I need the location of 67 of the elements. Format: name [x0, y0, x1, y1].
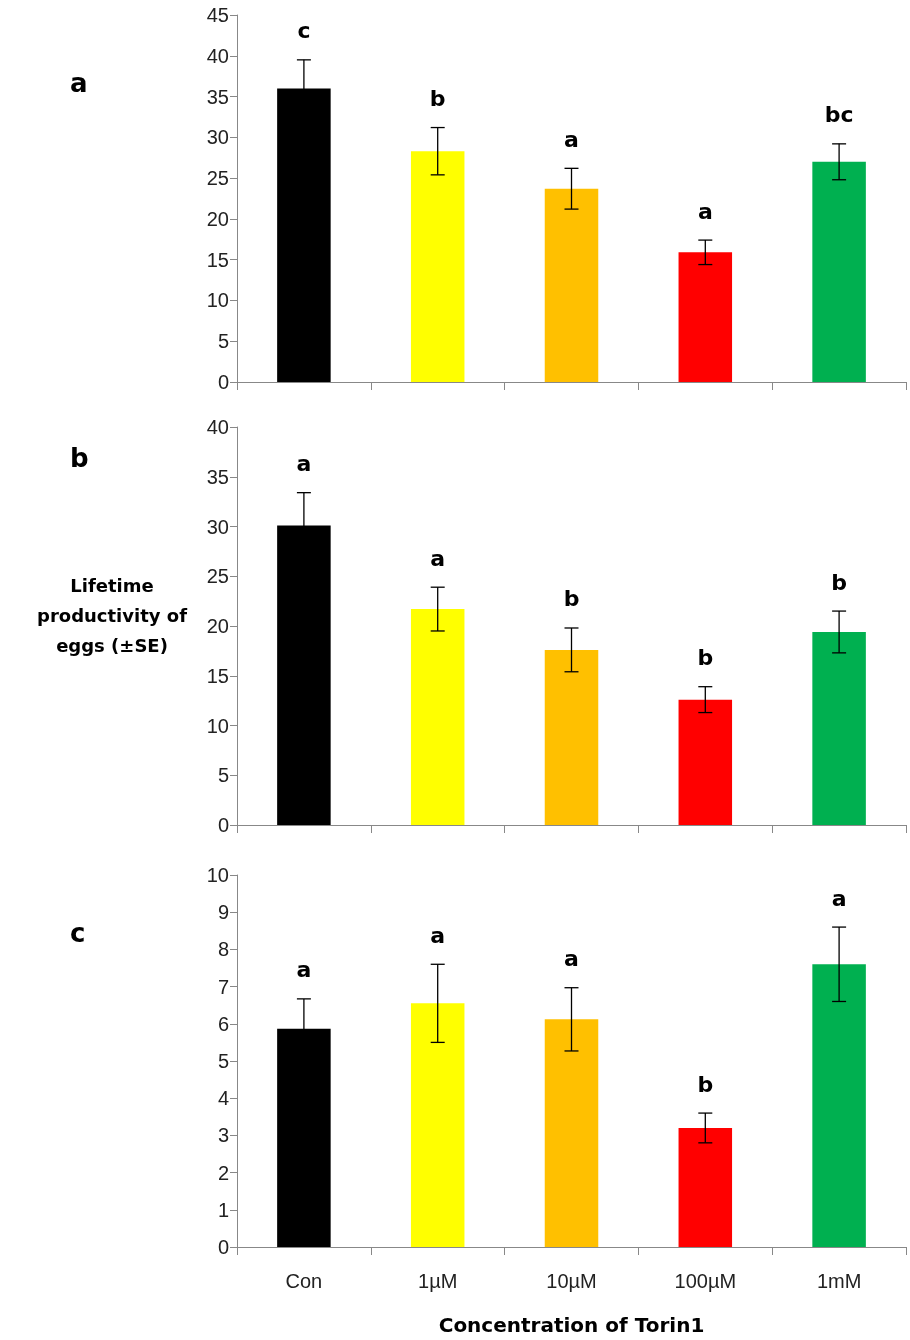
text: c — [70, 918, 86, 948]
annotation: a — [430, 922, 446, 948]
y-tick-label: 5 — [217, 764, 229, 787]
bar — [544, 188, 599, 382]
y-tick-label: 9 — [217, 901, 229, 924]
y-tick-label: 1 — [217, 1198, 229, 1221]
annotation: a — [296, 451, 312, 477]
bar — [812, 161, 866, 382]
bar — [544, 649, 599, 825]
annotation: a — [430, 545, 446, 571]
y-tick-label: 25 — [206, 565, 229, 588]
x-tick-label: Con — [285, 1270, 323, 1292]
y-tick-label: 5 — [217, 330, 229, 353]
y-tick-label: 35 — [206, 465, 229, 488]
annotation: b — [697, 645, 714, 671]
y-tick-label: 5 — [217, 1050, 229, 1072]
bar — [544, 1019, 599, 1247]
y-tick-label: 25 — [206, 167, 229, 190]
bar — [812, 964, 866, 1247]
y-tick-label: 15 — [206, 248, 229, 271]
y-tick-label: 2 — [217, 1161, 229, 1184]
y-tick-label: 4 — [217, 1087, 229, 1110]
annotation: a — [564, 946, 579, 972]
y-tick-label: 30 — [206, 515, 229, 538]
y-tick-label: 20 — [206, 615, 229, 637]
text: a — [70, 68, 88, 98]
annotation: b — [429, 86, 446, 112]
y-tick-label: 40 — [206, 44, 229, 67]
bar — [410, 151, 465, 382]
x-tick-label: 1mM — [816, 1270, 862, 1292]
text: b — [70, 443, 89, 473]
y-tick-label: 0 — [217, 814, 229, 836]
bar — [678, 252, 733, 382]
y-tick-label: 8 — [217, 938, 229, 961]
annotation: b — [563, 586, 580, 612]
y-tick-label: 10 — [206, 714, 229, 737]
bar — [678, 1127, 733, 1247]
annotation: b — [831, 569, 847, 595]
annotation: b — [697, 1071, 714, 1097]
y-tick-label: 45 — [206, 4, 229, 26]
y-tick-label: 30 — [206, 126, 229, 149]
bar — [410, 1003, 465, 1247]
annotation: bc — [824, 102, 854, 128]
x-axis-title: Concentration of Torin1 — [438, 1313, 705, 1337]
bar — [410, 609, 465, 825]
x-tick-label: 1µM — [418, 1270, 458, 1292]
y-tick-label: 35 — [206, 85, 229, 108]
y-tick-label: 3 — [217, 1124, 229, 1147]
annotation: a — [296, 957, 312, 983]
y-tick-label: 15 — [206, 664, 229, 687]
bar — [678, 699, 733, 825]
annotation: a — [697, 198, 713, 224]
y-axis-title: Lifetime productivity of eggs (±SE) — [37, 574, 188, 656]
y-tick-label: 40 — [206, 416, 229, 438]
x-tick-label: 10µM — [546, 1270, 597, 1292]
y-tick-label: 0 — [217, 371, 229, 393]
x-tick-label: 100µM — [674, 1270, 737, 1292]
annotation: c — [297, 18, 311, 44]
y-tick-label: 0 — [217, 1236, 229, 1258]
bar — [812, 631, 866, 825]
annotation: a — [564, 126, 579, 152]
annotation: a — [831, 885, 847, 911]
y-tick-label: 10 — [206, 289, 229, 312]
y-tick-label: 10 — [206, 864, 229, 886]
y-tick-label: 6 — [217, 1012, 229, 1035]
y-tick-label: 20 — [206, 207, 229, 230]
y-tick-label: 7 — [217, 975, 229, 998]
